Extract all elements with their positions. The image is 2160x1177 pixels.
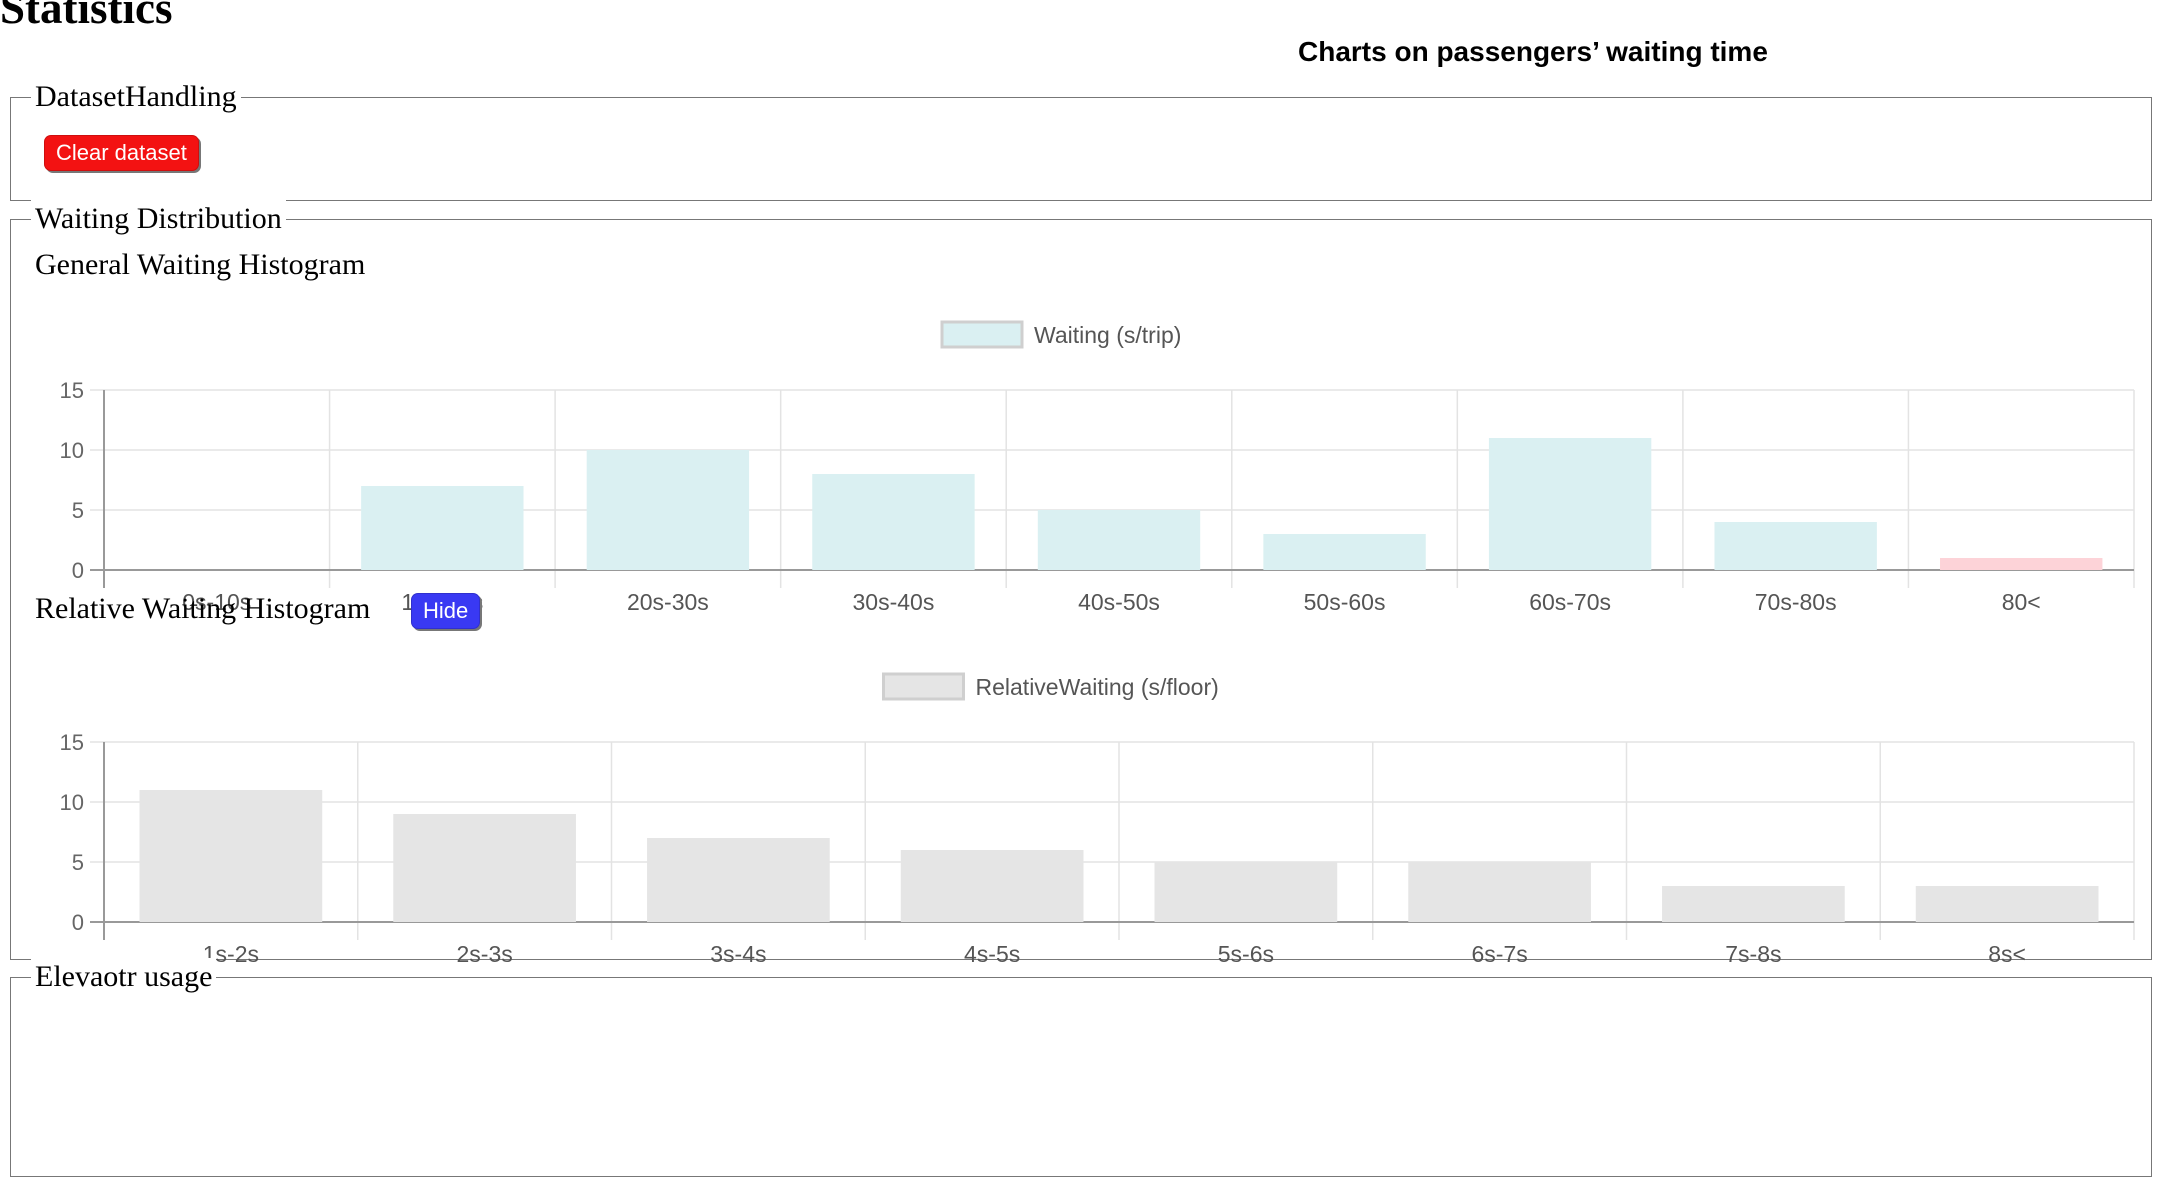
relative-histogram-title: Relative Waiting Histogram	[35, 592, 371, 625]
legend-swatch	[882, 672, 965, 701]
bar	[1940, 558, 2103, 570]
elevator-usage-box: Elevaotr usage	[10, 958, 2152, 1177]
bar	[1714, 522, 1877, 570]
clear-dataset-button[interactable]: Clear dataset	[44, 135, 199, 171]
x-tick-label: 50s-60s	[1304, 589, 1386, 615]
x-tick-label: 4s-5s	[964, 941, 1020, 967]
legend-swatch	[940, 320, 1024, 349]
bar	[361, 486, 524, 570]
waiting-distribution-box: Waiting Distribution General Waiting His…	[10, 200, 2152, 967]
legend-label: Waiting (s/trip)	[1034, 322, 1181, 348]
y-tick-label: 0	[72, 910, 84, 935]
x-tick-label: 30s-40s	[853, 589, 935, 615]
y-tick-label: 10	[60, 438, 84, 463]
x-tick-label: 6s-7s	[1472, 941, 1528, 967]
page-title: Statistics	[0, 0, 173, 33]
x-tick-label: 40s-50s	[1078, 589, 1160, 615]
bar	[1263, 534, 1426, 570]
bar	[393, 814, 576, 922]
x-tick-label: 7s-8s	[1725, 941, 1781, 967]
x-tick-label: 8s<	[1988, 941, 2026, 967]
x-tick-label: 60s-70s	[1529, 589, 1611, 615]
x-tick-label: 5s-6s	[1218, 941, 1274, 967]
x-tick-label: 3s-4s	[710, 941, 766, 967]
bar	[1037, 510, 1201, 570]
hide-relative-button[interactable]: Hide	[411, 593, 481, 629]
dataset-handling-box: DatasetHandling Clear dataset	[10, 78, 2152, 201]
elevator-usage-legend: Elevaotr usage	[31, 958, 217, 996]
x-tick-label: 0s-10s	[182, 589, 251, 615]
y-tick-label: 10	[60, 790, 84, 815]
charts-heading: Charts on passengers’ waiting time	[1298, 36, 1768, 67]
general-waiting-chart: Waiting (s/trip)0510150s-10s10s-20s20s-3…	[60, 320, 2135, 615]
general-histogram-title: General Waiting Histogram	[35, 248, 366, 281]
dataset-handling-legend: DatasetHandling	[31, 78, 241, 116]
bar	[1662, 886, 1845, 922]
y-tick-label: 5	[72, 850, 84, 875]
legend-label: RelativeWaiting (s/floor)	[976, 674, 1219, 700]
bar	[1408, 862, 1591, 922]
x-tick-label: 20s-30s	[627, 589, 709, 615]
bar	[647, 838, 830, 922]
y-tick-label: 0	[72, 558, 84, 583]
bar	[812, 474, 975, 570]
x-tick-label: 80<	[2002, 589, 2041, 615]
x-tick-label: 70s-80s	[1755, 589, 1837, 615]
waiting-distribution-legend: Waiting Distribution	[31, 200, 286, 238]
x-tick-label: 2s-3s	[457, 941, 513, 967]
bar	[1154, 862, 1338, 922]
bar	[586, 450, 750, 570]
bar	[900, 850, 1084, 922]
y-tick-label: 15	[60, 730, 84, 755]
y-tick-label: 5	[72, 498, 84, 523]
y-tick-label: 15	[60, 378, 84, 403]
bar	[1915, 886, 2099, 922]
bar	[139, 790, 323, 922]
bar	[1488, 438, 1652, 570]
